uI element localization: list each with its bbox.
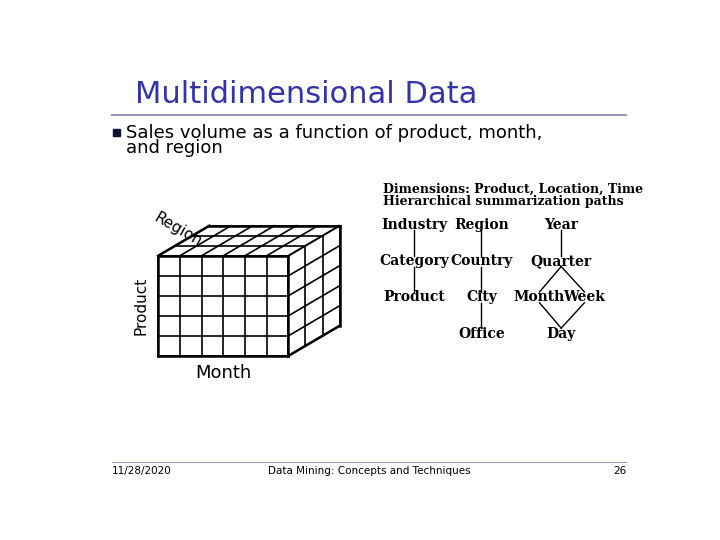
- Text: Quarter: Quarter: [531, 254, 592, 268]
- Text: Multidimensional Data: Multidimensional Data: [135, 79, 477, 109]
- Text: Region: Region: [454, 218, 509, 232]
- Polygon shape: [158, 226, 340, 256]
- Text: 11/28/2020: 11/28/2020: [112, 467, 171, 476]
- Text: Product: Product: [134, 276, 148, 335]
- Text: Week: Week: [564, 291, 606, 305]
- Text: Category: Category: [379, 254, 449, 268]
- Text: Dimensions: Product, Location, Time: Dimensions: Product, Location, Time: [383, 183, 643, 196]
- Text: and region: and region: [127, 139, 223, 157]
- Bar: [113, 130, 120, 137]
- Text: Country: Country: [450, 254, 513, 268]
- Text: City: City: [466, 291, 497, 305]
- Text: Industry: Industry: [381, 218, 447, 232]
- Text: Product: Product: [383, 291, 445, 305]
- Text: 26: 26: [613, 467, 626, 476]
- Polygon shape: [289, 226, 340, 356]
- Text: Sales volume as a function of product, month,: Sales volume as a function of product, m…: [127, 124, 543, 143]
- Text: Year: Year: [544, 218, 578, 232]
- Text: Data Mining: Concepts and Techniques: Data Mining: Concepts and Techniques: [268, 467, 470, 476]
- Polygon shape: [158, 256, 289, 356]
- Text: Hierarchical summarization paths: Hierarchical summarization paths: [383, 194, 624, 207]
- Text: Month: Month: [195, 364, 251, 382]
- Text: Month: Month: [514, 291, 565, 305]
- Text: Day: Day: [546, 327, 576, 341]
- Text: Region: Region: [151, 211, 204, 249]
- Text: Office: Office: [458, 327, 505, 341]
